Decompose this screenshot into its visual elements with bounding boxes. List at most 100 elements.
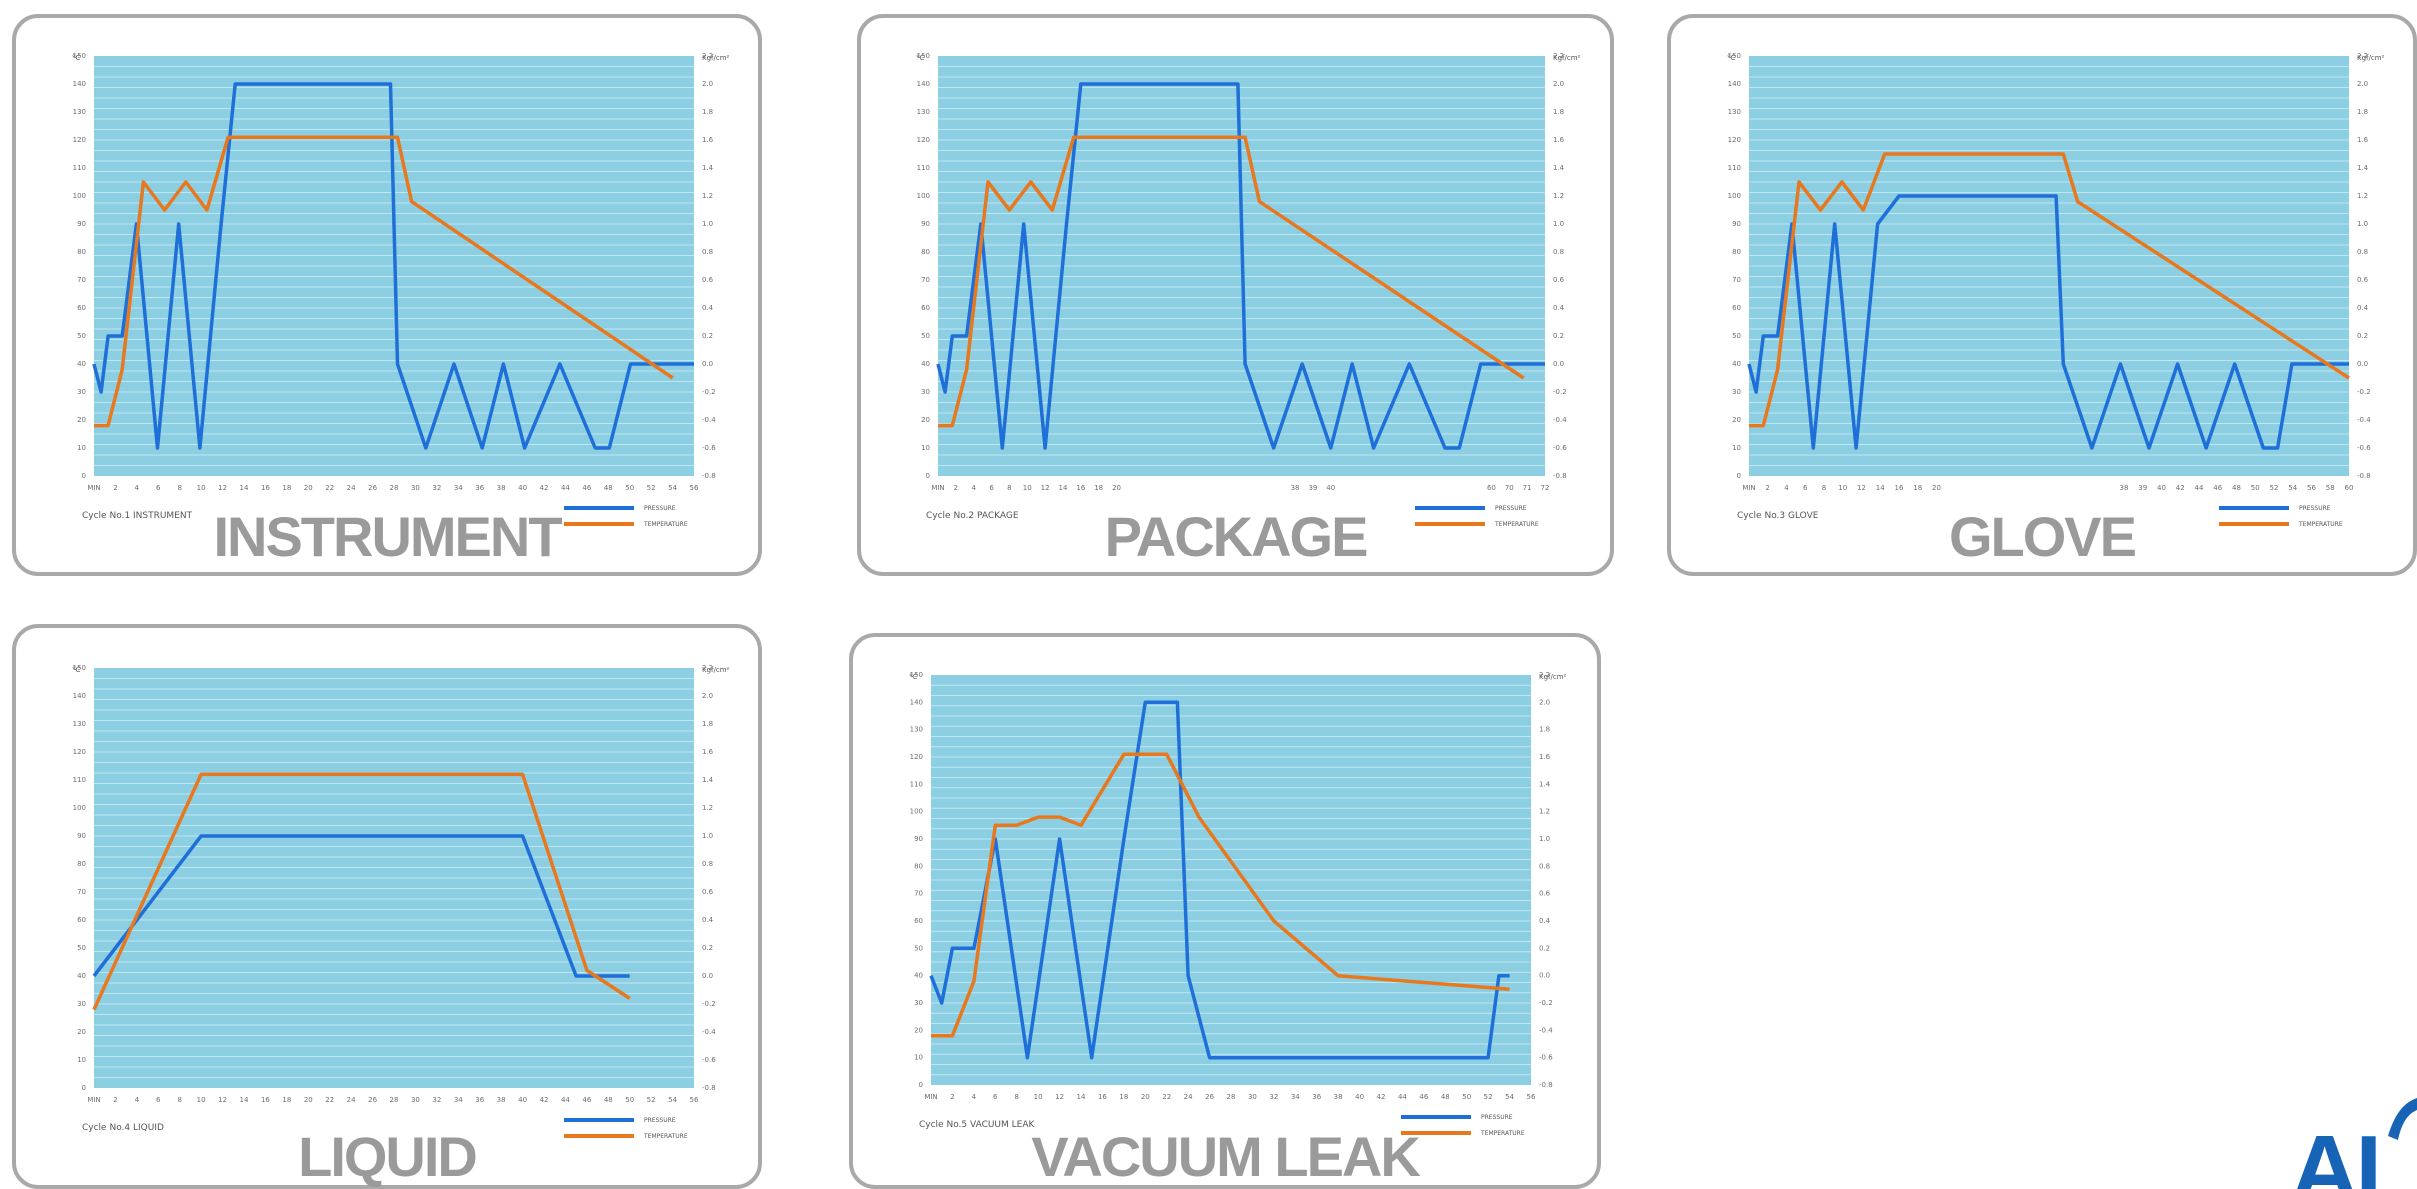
x-tick-label: 48 — [1441, 1093, 1450, 1101]
x-tick-label: 30 — [411, 484, 420, 492]
y-right-tick-label: 1.6 — [1539, 753, 1551, 761]
x-tick-label: MIN — [87, 484, 100, 492]
temperature-series-line — [92, 772, 631, 1011]
y-left-tick-label: 90 — [1732, 220, 1741, 228]
x-tick-label: 60 — [2345, 484, 2354, 492]
y-left-tick-label: 60 — [77, 304, 86, 312]
y-left-tick-label: 40 — [1732, 360, 1741, 368]
x-tick-label: 46 — [2213, 484, 2222, 492]
x-tick-label: 54 — [668, 1096, 677, 1104]
y-left-tick-label: 0 — [82, 1084, 86, 1092]
x-tick-label: 18 — [1119, 1093, 1128, 1101]
pressure-series-line — [929, 700, 1510, 1060]
y-left-tick-label: 130 — [73, 720, 86, 728]
legend-pressure-label: PRESSURE — [644, 505, 676, 512]
y-left-tick-label: 60 — [921, 304, 930, 312]
x-tick-label: 26 — [368, 484, 377, 492]
x-tick-label: 12 — [1041, 484, 1050, 492]
x-tick-label: 4 — [972, 1093, 977, 1101]
y-right-tick-label: 0.2 — [702, 944, 713, 952]
cycle-caption: Cycle No.4 LIQUID — [82, 1123, 164, 1133]
x-tick-label: 39 — [1308, 484, 1317, 492]
y-right-tick-label: 0.2 — [1553, 332, 1564, 340]
y-right-tick-label: 2.2 — [2357, 52, 2368, 60]
y-left-tick-label: 110 — [917, 164, 930, 172]
y-left-tick-label: 10 — [77, 1056, 86, 1064]
y-left-tick-label: 110 — [910, 780, 923, 788]
x-tick-label: 58 — [2326, 484, 2335, 492]
y-left-tick-label: 10 — [1732, 444, 1741, 452]
legend-temperature-label: TEMPERATURE — [643, 521, 688, 528]
y-right-tick-label: 1.4 — [702, 164, 714, 172]
x-tick-label: 48 — [604, 484, 613, 492]
x-tick-label: 52 — [1484, 1093, 1493, 1101]
x-tick-label: 14 — [1876, 484, 1885, 492]
x-tick-label: MIN — [1742, 484, 1755, 492]
x-tick-label: 42 — [540, 1096, 549, 1104]
x-tick-label: 72 — [1541, 484, 1550, 492]
y-right-tick-label: 2.0 — [2357, 80, 2368, 88]
x-tick-label: 12 — [1857, 484, 1866, 492]
x-tick-label: 24 — [1184, 1093, 1193, 1101]
y-left-tick-label: 90 — [914, 835, 923, 843]
y-left-tick-label: 90 — [77, 220, 86, 228]
y-right-tick-label: 2.0 — [1553, 80, 1564, 88]
y-left-tick-label: 80 — [921, 248, 930, 256]
y-left-tick-label: 60 — [1732, 304, 1741, 312]
y-left-tick-label: 90 — [921, 220, 930, 228]
pressure-series-line — [936, 82, 1545, 450]
right-axis-unit: Kgf/cm² — [702, 54, 730, 62]
y-left-tick-label: 50 — [77, 332, 86, 340]
left-axis-unit: °C — [1727, 54, 1736, 62]
x-tick-label: 44 — [561, 484, 570, 492]
y-left-tick-label: 30 — [77, 1000, 86, 1008]
y-right-tick-label: 1.6 — [1553, 136, 1565, 144]
x-tick-label: 18 — [282, 1096, 291, 1104]
x-tick-label: 56 — [690, 1096, 699, 1104]
x-tick-label: 54 — [668, 484, 677, 492]
y-right-tick-label: 2.0 — [702, 80, 713, 88]
y-right-tick-label: 0.6 — [702, 276, 714, 284]
x-tick-label: 28 — [390, 1096, 399, 1104]
y-left-tick-label: 140 — [1728, 80, 1741, 88]
x-tick-label: 10 — [1034, 1093, 1043, 1101]
x-tick-label: 28 — [390, 484, 399, 492]
x-tick-label: 48 — [2232, 484, 2241, 492]
y-left-tick-label: 130 — [917, 108, 930, 116]
y-left-tick-label: 100 — [73, 804, 86, 812]
y-left-tick-label: 30 — [914, 999, 923, 1007]
y-right-tick-label: 0.0 — [702, 972, 713, 980]
y-left-tick-label: 150 — [1728, 52, 1741, 60]
cycle-caption: Cycle No.5 VACUUM LEAK — [919, 1120, 1036, 1130]
y-left-tick-label: 80 — [1732, 248, 1741, 256]
y-left-tick-label: 120 — [73, 136, 86, 144]
y-right-tick-label: 1.4 — [1539, 780, 1551, 788]
x-tick-label: 44 — [2195, 484, 2204, 492]
x-tick-label: 18 — [1913, 484, 1922, 492]
y-right-tick-label: 1.2 — [1539, 808, 1550, 816]
x-tick-label: 8 — [1822, 484, 1826, 492]
x-tick-label: 52 — [647, 484, 656, 492]
y-left-tick-label: 130 — [73, 108, 86, 116]
y-left-tick-label: 150 — [910, 671, 923, 679]
y-right-tick-label: 2.2 — [702, 664, 713, 672]
y-left-tick-label: 130 — [910, 726, 923, 734]
x-tick-label: 22 — [1162, 1093, 1171, 1101]
y-left-tick-label: 70 — [1732, 276, 1741, 284]
temperature-series-line — [1749, 152, 2350, 428]
x-tick-label: 38 — [1291, 484, 1300, 492]
y-left-tick-label: 120 — [73, 748, 86, 756]
y-right-tick-label: -0.8 — [1553, 472, 1567, 480]
left-axis-unit: °C — [72, 54, 81, 62]
y-right-tick-label: 1.2 — [1553, 192, 1564, 200]
y-left-tick-label: 60 — [914, 917, 923, 925]
legend-temperature-label: TEMPERATURE — [1494, 521, 1539, 528]
x-tick-label: 20 — [304, 484, 313, 492]
y-left-tick-label: 140 — [910, 698, 923, 706]
chart-card-package: °C Kgf/cm² 0 10 20 30 40 50 60 70 80 90 100 110 120 130… — [857, 14, 1614, 576]
y-right-tick-label: 2.0 — [702, 692, 713, 700]
y-right-tick-label: -0.2 — [702, 1000, 716, 1008]
y-left-tick-label: 10 — [77, 444, 86, 452]
y-right-tick-label: 1.8 — [1539, 726, 1550, 734]
x-tick-label: 8 — [1007, 484, 1011, 492]
